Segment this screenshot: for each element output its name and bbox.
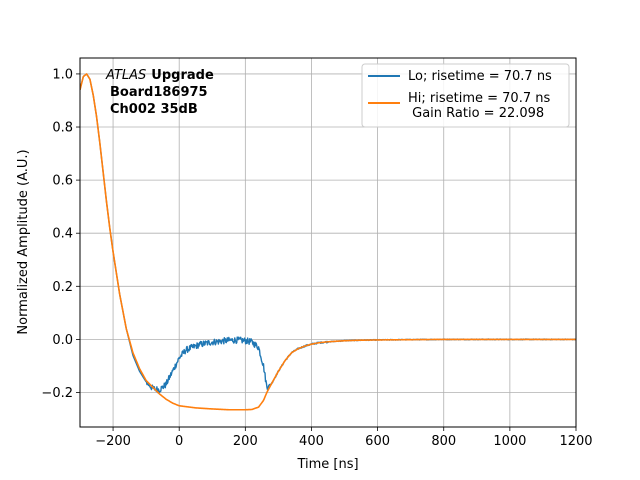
x-axis-label: Time [ns]	[296, 457, 358, 472]
legend-frame	[361, 63, 570, 128]
legend-label-lo: Lo; risetime = 70.7 ns	[408, 69, 552, 84]
x-tick-label: 400	[299, 434, 324, 449]
legend-label-hi: Hi; risetime = 70.7 ns Gain Ratio = 22.0…	[408, 91, 550, 121]
annotation-board: Board186975	[110, 85, 208, 100]
annotation-channel: Ch002 35dB	[110, 102, 198, 117]
x-tick-label: 800	[431, 434, 456, 449]
y-tick-label: −0.2	[41, 386, 73, 401]
x-tick-label: 1200	[559, 434, 592, 449]
y-tick-label: 0.6	[52, 174, 73, 189]
axis-ticks: −200 0 200 400 600 800 1000 1200 −0.2 0.0 0.2 0.4 0.…	[41, 67, 592, 449]
y-tick-label: 0.0	[52, 333, 73, 348]
y-tick-label: 0.8	[52, 121, 73, 136]
annotation-experiment-italic: ATLAS	[105, 68, 146, 83]
legend-label-hi-line: Hi; risetime = 70.7 ns	[408, 91, 550, 106]
annotation-experiment-bold: Upgrade	[151, 68, 214, 83]
y-axis-label: Normalized Amplitude (A.U.)	[16, 149, 31, 334]
y-tick-label: 0.2	[52, 280, 73, 295]
y-tick-label: 1.0	[52, 67, 73, 82]
series-layer	[80, 73, 576, 411]
legend: Lo; risetime = 70.7 ns Hi; risetime = 70…	[361, 63, 570, 128]
x-tick-label: 1000	[493, 434, 526, 449]
x-tick-label: 0	[175, 434, 183, 449]
annotation-line-1: ATLAS Upgrade	[105, 68, 214, 83]
x-tick-label: −200	[95, 434, 131, 449]
y-tick-label: 0.4	[52, 227, 73, 242]
series-line-hi	[80, 73, 576, 411]
plot-frame	[79, 57, 577, 428]
annotation-box: ATLAS Upgrade Board186975 Ch002 35dB	[105, 68, 214, 117]
x-tick-label: 200	[233, 434, 258, 449]
x-tick-label: 600	[365, 434, 390, 449]
legend-label-hi-line: Gain Ratio = 22.098	[408, 106, 544, 121]
